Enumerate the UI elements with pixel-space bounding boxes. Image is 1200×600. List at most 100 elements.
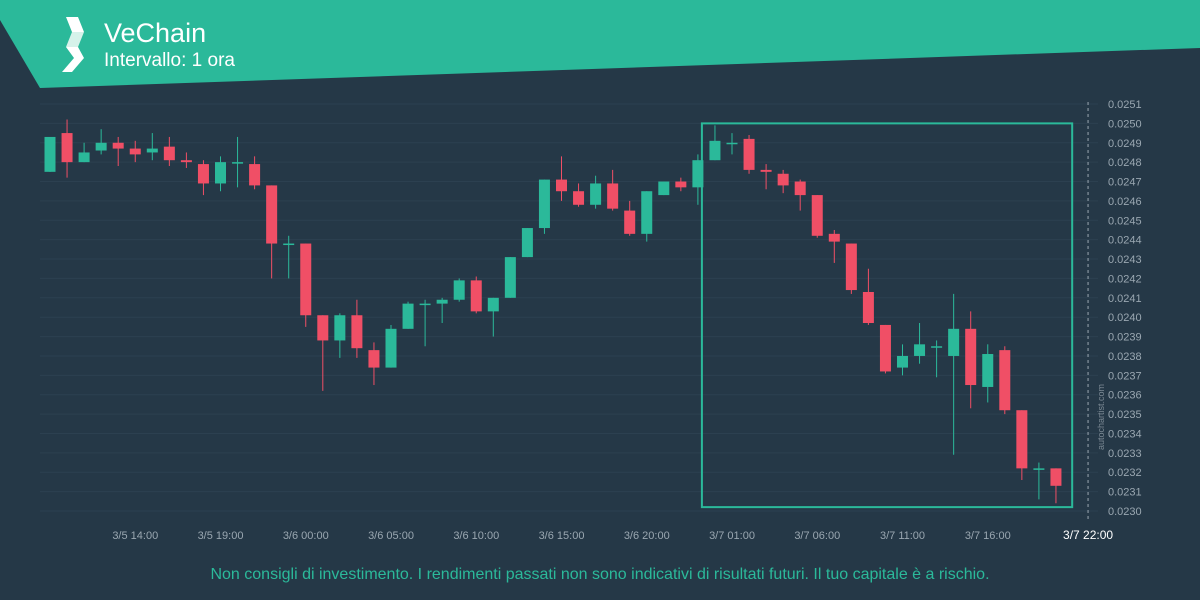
candle-body — [897, 355, 908, 368]
candle-body — [232, 162, 244, 164]
x-tick-label: 3/7 11:00 — [880, 530, 925, 542]
header-banner — [0, 0, 1200, 88]
candle-body — [845, 243, 857, 291]
candle-body — [419, 303, 431, 306]
y-tick-label: 0.0246 — [1108, 196, 1142, 208]
chart-subtitle: Intervallo: 1 ora — [104, 50, 235, 71]
candle-body — [538, 179, 550, 229]
candle-body — [777, 173, 789, 186]
banner-shape — [0, 0, 1200, 88]
candle-body — [453, 280, 465, 300]
chart-title: VeChain — [104, 18, 207, 48]
candle-body — [436, 299, 448, 304]
candles — [44, 119, 1062, 504]
candle-body — [760, 169, 772, 172]
x-tick-label: 3/6 00:00 — [283, 530, 329, 542]
y-tick-label: 0.0243 — [1108, 254, 1142, 266]
y-tick-label: 0.0230 — [1108, 506, 1142, 518]
candle-body — [1016, 410, 1028, 469]
candle-body — [794, 181, 806, 196]
y-tick-label: 0.0237 — [1108, 370, 1142, 382]
x-tick-label: 3/7 01:00 — [709, 530, 755, 542]
candle-body — [556, 179, 567, 192]
disclaimer-text: Non consigli di investimento. I rendimen… — [210, 566, 990, 583]
candle-body — [215, 162, 226, 184]
candle-body — [368, 350, 380, 368]
y-tick-label: 0.0236 — [1108, 390, 1142, 402]
y-tick-label: 0.0247 — [1108, 177, 1142, 189]
y-tick-label: 0.0249 — [1108, 138, 1142, 150]
candle-body — [1050, 468, 1062, 486]
x-tick-label: 3/6 20:00 — [624, 530, 670, 542]
x-tick-label: 3/7 06:00 — [794, 530, 840, 542]
candle-body — [811, 195, 823, 236]
candle-body — [249, 164, 261, 186]
y-tick-label: 0.0245 — [1108, 215, 1142, 227]
candle-body — [197, 164, 209, 184]
candle-body — [112, 142, 124, 149]
candle-body — [828, 233, 840, 242]
x-tick-label: 3/6 05:00 — [368, 530, 414, 542]
candle-body — [283, 243, 295, 246]
candle-body — [590, 183, 602, 205]
candle-body — [470, 280, 482, 312]
watermark: autochartist.com — [1096, 383, 1106, 450]
candle-body — [385, 328, 397, 368]
candle-body — [641, 191, 653, 234]
y-tick-label: 0.0238 — [1108, 351, 1142, 363]
candle-body — [607, 183, 619, 209]
candle-body — [573, 191, 585, 205]
current-time-label: 3/7 22:00 — [1063, 528, 1113, 542]
x-tick-label: 3/5 14:00 — [112, 530, 158, 542]
candle-body — [129, 148, 141, 155]
x-tick-label: 3/6 10:00 — [453, 530, 499, 542]
candle-body — [61, 133, 73, 163]
candle-body — [862, 291, 874, 324]
candle-body — [78, 152, 90, 163]
x-tick-label: 3/6 15:00 — [539, 530, 585, 542]
y-tick-label: 0.0232 — [1108, 467, 1142, 479]
candle-body — [675, 181, 687, 188]
candle-body — [726, 142, 738, 145]
candle-body — [44, 136, 56, 172]
candle-body — [317, 315, 329, 341]
candlestick-chart: 0.0251 0.0250 0.0249 0.0248 0.0247 0.0246 0.02… — [44, 99, 1142, 542]
y-tick-label: 0.0248 — [1108, 157, 1142, 169]
x-tick-label: 3/5 19:00 — [198, 530, 244, 542]
x-tick-label: 3/7 16:00 — [965, 530, 1011, 542]
candle-body — [658, 181, 670, 196]
candle-body — [743, 138, 755, 170]
y-tick-label: 0.0233 — [1108, 448, 1142, 460]
candle-body — [266, 185, 278, 244]
candle-body — [1033, 468, 1045, 470]
y-tick-label: 0.0240 — [1108, 312, 1142, 324]
y-tick-label: 0.0250 — [1108, 118, 1142, 130]
candle-body — [931, 346, 943, 348]
candle-body — [692, 160, 704, 188]
candle-body — [879, 324, 891, 372]
candle-body — [487, 297, 499, 312]
candle-body — [180, 160, 192, 163]
candle-body — [334, 315, 346, 341]
candle-body — [504, 257, 516, 298]
y-tick-label: 0.0235 — [1108, 409, 1142, 421]
candle-body — [300, 243, 312, 316]
pattern-overlay — [700, 122, 1074, 509]
vechain-logo-icon — [62, 17, 84, 72]
y-tick-label: 0.0242 — [1108, 273, 1142, 285]
y-tick-label: 0.0239 — [1108, 332, 1142, 344]
candle-body — [709, 140, 721, 161]
y-tick-label: 0.0241 — [1108, 293, 1142, 305]
y-tick-label: 0.0251 — [1108, 99, 1142, 111]
candle-body — [521, 228, 533, 258]
candle-body — [982, 354, 994, 387]
candle-body — [624, 210, 636, 234]
candle-body — [402, 303, 414, 329]
candle-body — [965, 328, 977, 386]
x-axis: 3/5 14:00 3/5 19:00 3/6 00:00 3/6 05:00 3/6 … — [112, 102, 1113, 542]
candle-body — [948, 328, 960, 356]
candle-body — [95, 142, 107, 151]
y-tick-label: 0.0234 — [1108, 428, 1142, 440]
y-axis: 0.0251 0.0250 0.0249 0.0248 0.0247 0.0246 0.02… — [1108, 99, 1142, 518]
y-tick-label: 0.0244 — [1108, 235, 1142, 247]
